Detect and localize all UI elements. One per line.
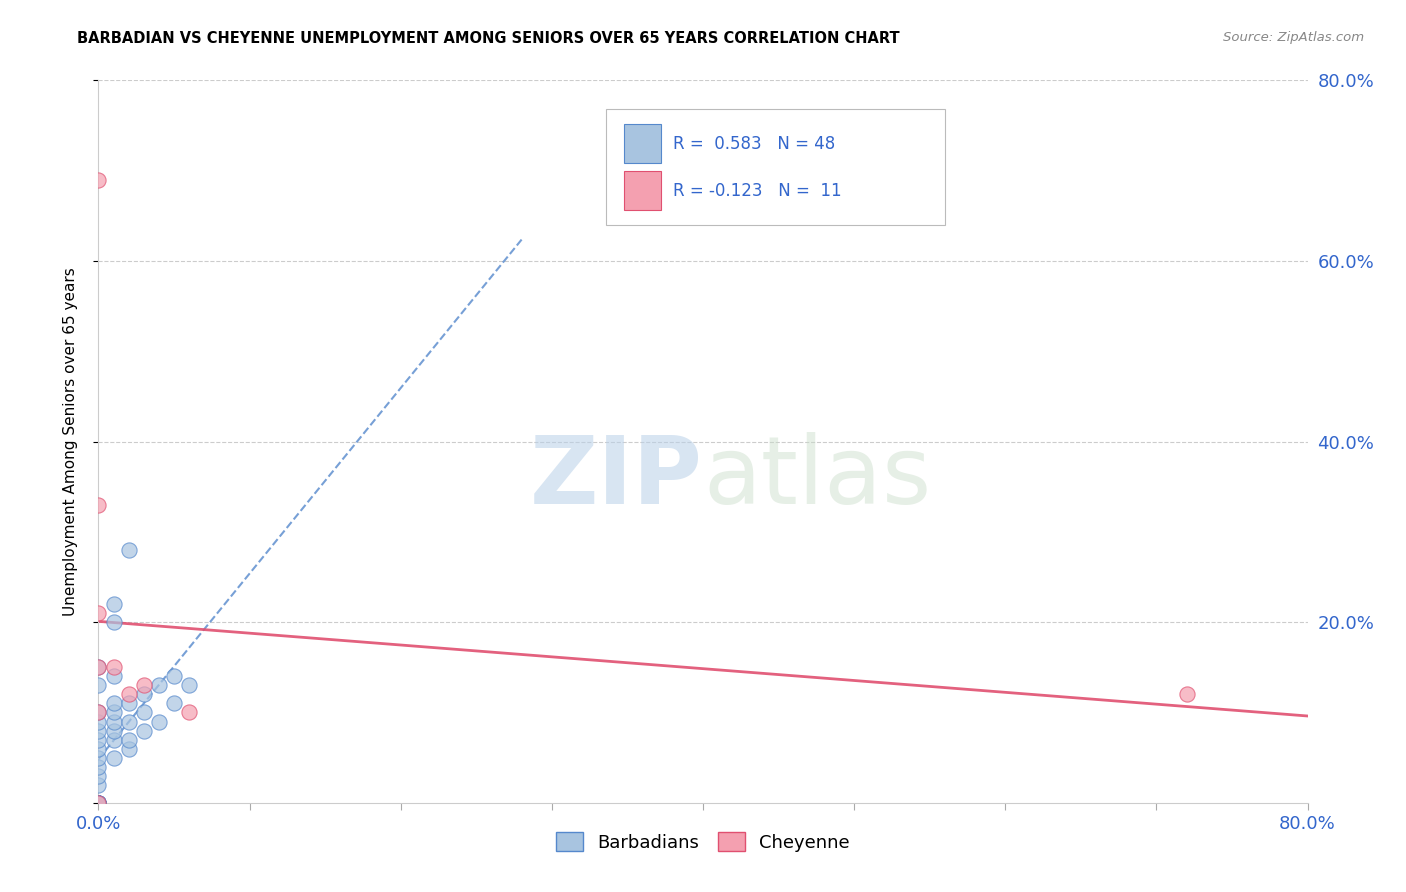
Point — [103, 597, 125, 611]
Point — [87, 796, 110, 810]
FancyBboxPatch shape — [624, 170, 661, 211]
Point — [87, 706, 110, 720]
Point — [118, 697, 141, 711]
Point — [1175, 687, 1198, 701]
Point — [132, 678, 155, 692]
Point — [87, 172, 110, 186]
Point — [148, 678, 170, 692]
Point — [87, 796, 110, 810]
Point — [87, 678, 110, 692]
Point — [87, 796, 110, 810]
Text: R = -0.123   N =  11: R = -0.123 N = 11 — [672, 182, 841, 200]
Point — [87, 796, 110, 810]
Point — [118, 714, 141, 729]
Point — [87, 714, 110, 729]
Point — [87, 660, 110, 674]
Point — [87, 498, 110, 512]
Point — [87, 760, 110, 774]
Text: R =  0.583   N = 48: R = 0.583 N = 48 — [672, 135, 835, 153]
Point — [87, 796, 110, 810]
Point — [87, 723, 110, 738]
Point — [87, 732, 110, 747]
Point — [103, 732, 125, 747]
Point — [118, 687, 141, 701]
Point — [103, 669, 125, 683]
Point — [87, 706, 110, 720]
Point — [87, 769, 110, 783]
Point — [132, 723, 155, 738]
Legend: Barbadians, Cheyenne: Barbadians, Cheyenne — [548, 825, 858, 859]
Point — [87, 796, 110, 810]
Point — [87, 796, 110, 810]
Point — [103, 660, 125, 674]
Point — [179, 678, 201, 692]
Point — [103, 750, 125, 764]
Point — [103, 723, 125, 738]
Point — [87, 741, 110, 756]
Point — [132, 687, 155, 701]
Y-axis label: Unemployment Among Seniors over 65 years: Unemployment Among Seniors over 65 years — [63, 268, 77, 615]
Point — [103, 697, 125, 711]
Point — [87, 796, 110, 810]
Point — [103, 706, 125, 720]
Point — [87, 796, 110, 810]
FancyBboxPatch shape — [606, 109, 945, 225]
FancyBboxPatch shape — [624, 124, 661, 163]
Point — [118, 732, 141, 747]
Point — [87, 796, 110, 810]
Point — [148, 714, 170, 729]
Text: ZIP: ZIP — [530, 432, 703, 524]
Point — [87, 750, 110, 764]
Point — [87, 796, 110, 810]
Point — [118, 542, 141, 557]
Point — [163, 697, 186, 711]
Point — [103, 615, 125, 630]
Point — [179, 706, 201, 720]
Text: atlas: atlas — [703, 432, 931, 524]
Point — [163, 669, 186, 683]
Point — [118, 741, 141, 756]
Text: BARBADIAN VS CHEYENNE UNEMPLOYMENT AMONG SENIORS OVER 65 YEARS CORRELATION CHART: BARBADIAN VS CHEYENNE UNEMPLOYMENT AMONG… — [77, 31, 900, 46]
Point — [103, 714, 125, 729]
Point — [87, 778, 110, 792]
Point — [87, 796, 110, 810]
Point — [87, 660, 110, 674]
Point — [87, 796, 110, 810]
Point — [87, 606, 110, 620]
Point — [87, 796, 110, 810]
Point — [132, 706, 155, 720]
Text: Source: ZipAtlas.com: Source: ZipAtlas.com — [1223, 31, 1364, 45]
Point — [87, 796, 110, 810]
Point — [87, 796, 110, 810]
